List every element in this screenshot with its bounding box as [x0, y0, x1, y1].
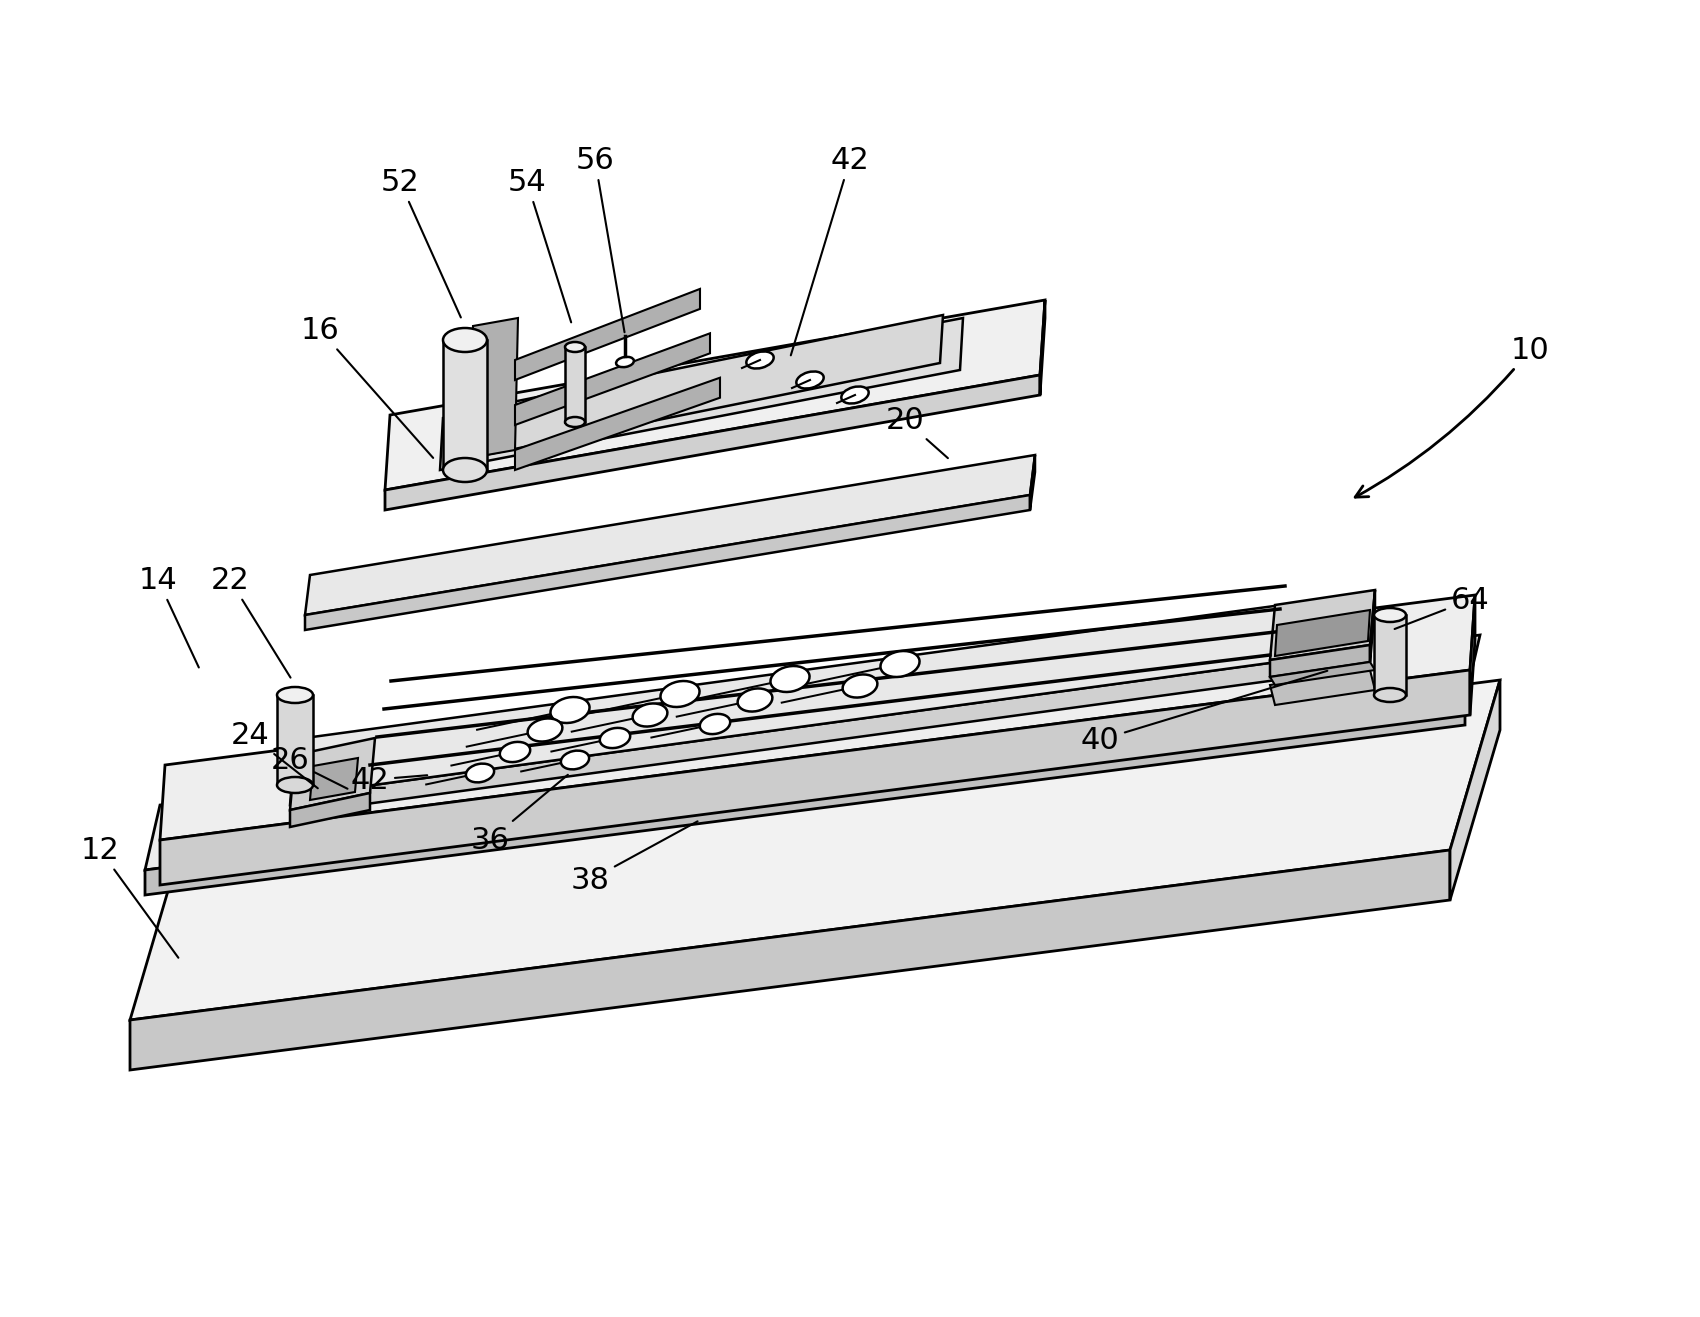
- Polygon shape: [1374, 615, 1406, 695]
- Polygon shape: [1040, 300, 1046, 395]
- Polygon shape: [299, 652, 1350, 813]
- Ellipse shape: [842, 386, 869, 403]
- Text: 36: 36: [471, 774, 568, 855]
- Polygon shape: [160, 595, 1476, 840]
- Text: 12: 12: [80, 835, 178, 957]
- Polygon shape: [144, 635, 1481, 871]
- Ellipse shape: [770, 666, 809, 691]
- Polygon shape: [291, 738, 376, 810]
- Text: 40: 40: [1081, 670, 1328, 755]
- Text: 38: 38: [571, 822, 697, 894]
- Ellipse shape: [444, 328, 486, 352]
- Ellipse shape: [700, 714, 731, 734]
- Ellipse shape: [1374, 687, 1406, 702]
- Text: 10: 10: [1355, 336, 1549, 498]
- Polygon shape: [1275, 610, 1370, 656]
- Ellipse shape: [1374, 608, 1406, 622]
- Polygon shape: [440, 317, 962, 470]
- Polygon shape: [515, 378, 721, 470]
- Ellipse shape: [661, 681, 699, 707]
- Polygon shape: [1470, 595, 1476, 715]
- Polygon shape: [160, 670, 1470, 885]
- Polygon shape: [144, 701, 1465, 896]
- Polygon shape: [564, 346, 585, 421]
- Ellipse shape: [500, 741, 530, 763]
- Polygon shape: [1450, 680, 1499, 900]
- Text: 20: 20: [886, 406, 949, 458]
- Polygon shape: [384, 300, 1046, 490]
- Polygon shape: [515, 333, 711, 425]
- Ellipse shape: [564, 417, 585, 427]
- Polygon shape: [309, 759, 359, 799]
- Ellipse shape: [796, 371, 824, 389]
- Ellipse shape: [561, 751, 590, 769]
- Text: 42: 42: [350, 765, 427, 794]
- Ellipse shape: [466, 764, 495, 782]
- Polygon shape: [1270, 670, 1375, 705]
- Polygon shape: [129, 849, 1450, 1069]
- Ellipse shape: [615, 357, 634, 367]
- Polygon shape: [1270, 645, 1370, 677]
- Text: 64: 64: [1394, 586, 1489, 630]
- Polygon shape: [299, 595, 1355, 795]
- Ellipse shape: [551, 697, 590, 723]
- Polygon shape: [1370, 590, 1375, 662]
- Polygon shape: [1270, 662, 1375, 685]
- Ellipse shape: [738, 689, 772, 711]
- Polygon shape: [1030, 454, 1035, 510]
- Polygon shape: [469, 317, 518, 458]
- Polygon shape: [129, 680, 1499, 1019]
- Text: 22: 22: [211, 565, 291, 678]
- Text: 26: 26: [270, 745, 347, 789]
- Polygon shape: [444, 340, 486, 470]
- Text: 54: 54: [508, 167, 571, 323]
- Ellipse shape: [843, 674, 877, 698]
- Ellipse shape: [632, 703, 668, 727]
- Polygon shape: [515, 288, 700, 381]
- Polygon shape: [291, 793, 371, 827]
- Polygon shape: [291, 601, 1365, 805]
- Polygon shape: [304, 495, 1030, 630]
- Text: 56: 56: [576, 145, 624, 332]
- Text: 16: 16: [301, 316, 434, 458]
- Ellipse shape: [527, 719, 563, 741]
- Polygon shape: [384, 375, 1040, 510]
- Text: 52: 52: [381, 167, 461, 317]
- Ellipse shape: [277, 687, 313, 703]
- Polygon shape: [277, 695, 313, 785]
- Polygon shape: [461, 315, 944, 460]
- Text: 24: 24: [231, 720, 318, 789]
- Ellipse shape: [600, 728, 631, 748]
- Polygon shape: [1270, 590, 1375, 660]
- Polygon shape: [304, 454, 1035, 615]
- Text: 14: 14: [139, 565, 199, 668]
- Ellipse shape: [746, 352, 774, 369]
- Ellipse shape: [277, 777, 313, 793]
- Text: 42: 42: [790, 145, 869, 356]
- Ellipse shape: [564, 342, 585, 352]
- Ellipse shape: [444, 458, 486, 482]
- Ellipse shape: [881, 651, 920, 677]
